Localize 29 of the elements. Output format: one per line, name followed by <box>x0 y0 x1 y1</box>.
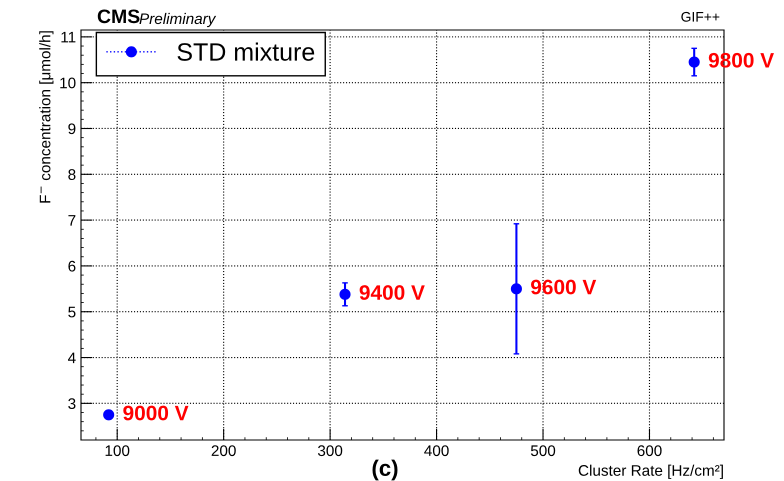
point <box>688 56 700 68</box>
x-tick-label: 600 <box>638 445 662 456</box>
legend-label: STD mixture <box>177 42 314 61</box>
x-tick-label: 200 <box>212 445 236 456</box>
point <box>339 288 351 300</box>
x-tick-label: 100 <box>106 445 130 456</box>
x-tick-label: 300 <box>318 445 342 456</box>
y-tick-label: 5 <box>68 306 76 318</box>
y-tick-label: 9 <box>68 123 76 134</box>
annotation: 9400 V <box>360 285 425 300</box>
text: CMS <box>98 9 140 24</box>
x-axis-title: Cluster Rate [Hz/cm²] <box>578 464 723 479</box>
text: (c) <box>372 460 398 480</box>
x-tick-label: 400 <box>424 445 449 456</box>
point <box>103 409 114 420</box>
text: Preliminary <box>139 12 216 28</box>
y-tick-label: 6 <box>68 260 76 272</box>
y-tick-label: 7 <box>68 215 76 226</box>
y-tick-label: 11 <box>61 32 76 42</box>
y-tick-label: 8 <box>68 169 76 180</box>
y-axis-title: F$^{−}$ concentration [μmol/h] <box>39 31 54 203</box>
y-tick-label: 10 <box>60 78 76 88</box>
y-tick-label: 3 <box>68 398 76 410</box>
x-tick-label: 500 <box>530 445 556 456</box>
point <box>510 283 522 294</box>
annotation: 9600 V <box>531 280 596 294</box>
text: GIF++ <box>681 12 720 22</box>
y-tick-label: 4 <box>68 352 76 364</box>
annotation: 9000 V <box>123 406 188 420</box>
